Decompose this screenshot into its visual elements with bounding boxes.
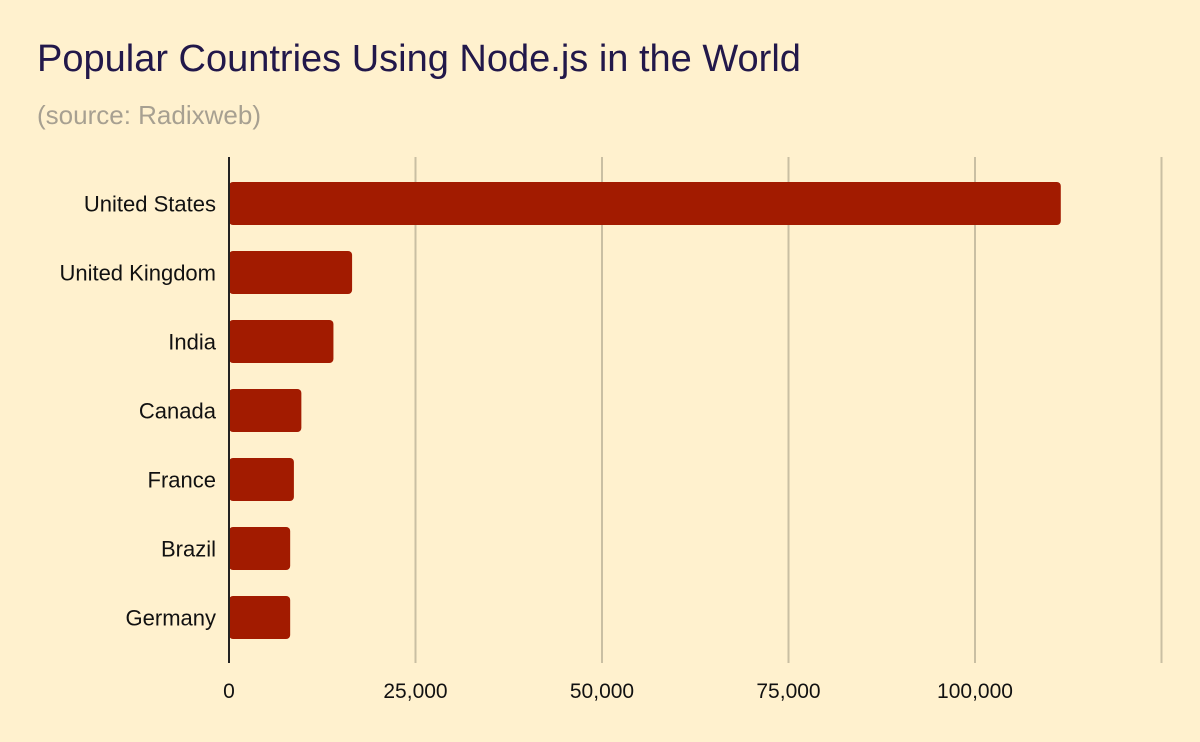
bar-united-kingdom (229, 251, 353, 294)
gridlines (414, 157, 1163, 663)
chart-subtitle: (source: Radixweb) (37, 100, 261, 130)
x-tick-label: 25,000 (383, 680, 447, 703)
category-label: Brazil (161, 537, 216, 562)
category-label: United Kingdom (59, 261, 216, 286)
category-label: France (148, 468, 216, 493)
bar-united-states (229, 182, 1061, 225)
category-label: Germany (126, 606, 216, 631)
bar-canada (229, 389, 302, 432)
bar-france (229, 458, 294, 501)
x-tick-label: 0 (223, 680, 235, 703)
category-label: United States (84, 192, 216, 217)
x-tick-label: 75,000 (756, 680, 820, 703)
x-tick-label: 50,000 (570, 680, 634, 703)
chart-title: Popular Countries Using Node.js in the W… (37, 38, 801, 80)
x-tick-label: 100,000 (937, 680, 1013, 703)
x-tick-labels: 0 25,000 50,000 75,000 100,000 (223, 680, 1013, 703)
category-label: India (168, 330, 216, 355)
category-labels: United States United Kingdom India Canada Fr… (59, 192, 216, 631)
category-label: Canada (139, 399, 217, 424)
bar-germany (229, 596, 291, 639)
bar-brazil (229, 527, 291, 570)
bar-india (229, 320, 334, 363)
bars (229, 182, 1061, 639)
